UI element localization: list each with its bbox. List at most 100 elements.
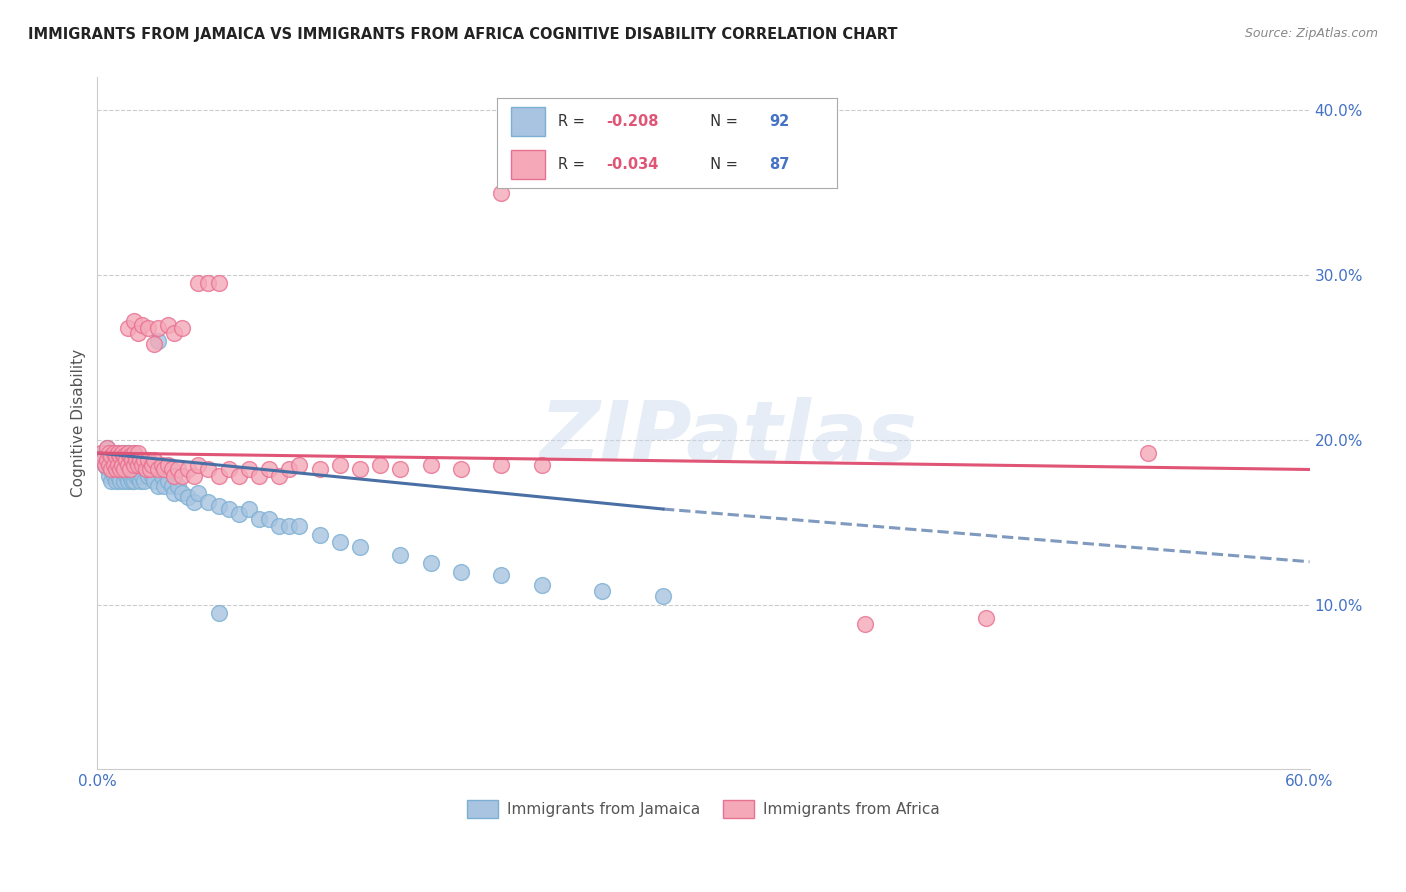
Point (160, 479, 183, 493)
Point (94, 458, 117, 472)
Point (100, 450, 122, 464)
Point (141, 469, 163, 483)
Point (93, 446, 115, 460)
Point (329, 458, 352, 472)
Point (419, 557, 441, 571)
Point (228, 507, 250, 521)
Point (117, 458, 139, 472)
Point (163, 469, 186, 483)
Point (100, 450, 122, 464)
Point (127, 326, 149, 340)
Point (114, 452, 136, 467)
Point (107, 458, 129, 472)
Point (146, 462, 169, 476)
Point (94, 452, 117, 467)
Point (125, 452, 148, 467)
Point (218, 502, 240, 516)
Point (112, 450, 135, 464)
Point (104, 462, 127, 476)
Point (108, 450, 131, 464)
Point (247, 469, 270, 483)
Point (146, 321, 169, 335)
Point (329, 535, 352, 549)
Point (128, 458, 150, 472)
Point (117, 321, 139, 335)
Point (104, 452, 127, 467)
Point (288, 518, 311, 533)
Point (157, 474, 180, 488)
Point (121, 452, 143, 467)
Point (108, 450, 131, 464)
Point (100, 462, 122, 476)
Point (125, 452, 148, 467)
Point (131, 452, 153, 467)
Point (118, 450, 141, 464)
Point (238, 502, 260, 516)
Point (368, 458, 391, 472)
Point (419, 458, 441, 472)
Point (167, 479, 190, 493)
Point (652, 590, 675, 604)
Point (103, 446, 125, 460)
Point (172, 469, 194, 483)
Point (207, 277, 229, 291)
Point (135, 462, 157, 476)
Point (257, 512, 280, 526)
Point (207, 606, 229, 620)
Point (96, 441, 118, 455)
Point (142, 474, 165, 488)
Point (128, 474, 150, 488)
Point (127, 469, 149, 483)
Point (132, 452, 155, 467)
Point (122, 474, 145, 488)
Point (122, 458, 145, 472)
Point (146, 479, 169, 493)
Point (207, 499, 229, 513)
Point (128, 452, 150, 467)
Point (110, 458, 132, 472)
Point (103, 469, 125, 483)
Point (110, 452, 132, 467)
Text: ZIPatlas: ZIPatlas (538, 397, 917, 478)
Point (98, 458, 121, 472)
Point (132, 474, 155, 488)
Point (108, 462, 131, 476)
Point (238, 462, 260, 476)
Point (183, 495, 205, 509)
Point (118, 462, 141, 476)
Point (591, 584, 613, 599)
Point (207, 469, 229, 483)
Point (127, 452, 149, 467)
Point (103, 446, 125, 460)
Point (131, 318, 153, 332)
Point (187, 458, 209, 472)
Point (117, 474, 139, 488)
Point (530, 458, 553, 472)
Point (491, 186, 513, 200)
Point (136, 469, 159, 483)
Point (187, 277, 209, 291)
Point (122, 446, 145, 460)
Point (107, 458, 129, 472)
Point (98, 469, 121, 483)
Point (450, 462, 472, 476)
Point (269, 469, 291, 483)
Point (127, 458, 149, 472)
Point (104, 462, 127, 476)
Y-axis label: Cognitive Disability: Cognitive Disability (72, 350, 86, 498)
Point (308, 528, 330, 542)
Point (1136, 446, 1159, 460)
Point (104, 450, 127, 464)
Point (288, 458, 311, 472)
Point (139, 462, 162, 476)
Point (112, 474, 135, 488)
Point (118, 469, 141, 483)
Point (450, 565, 472, 579)
Point (100, 474, 122, 488)
Point (121, 458, 143, 472)
Point (136, 321, 159, 335)
Point (90, 450, 112, 464)
Point (163, 485, 186, 500)
Point (136, 452, 159, 467)
Point (153, 462, 176, 476)
